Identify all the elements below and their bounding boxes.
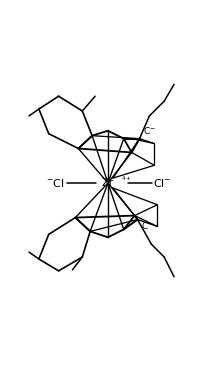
Text: Cl$^{-}$: Cl$^{-}$ — [153, 177, 172, 189]
Text: $^{4+}$: $^{4+}$ — [121, 175, 131, 185]
Text: C$^{-}$: C$^{-}$ — [144, 125, 156, 136]
Text: C$^{-}$: C$^{-}$ — [141, 220, 155, 231]
Text: $^{-}$Cl: $^{-}$Cl — [46, 177, 64, 189]
Text: Zr: Zr — [102, 178, 114, 188]
